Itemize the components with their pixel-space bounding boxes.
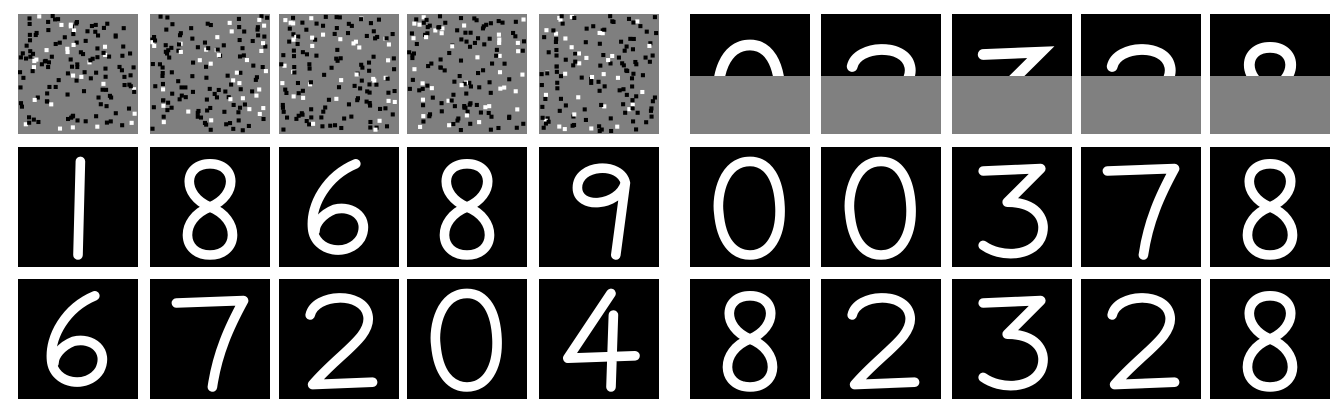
digit-3-tile (952, 279, 1072, 399)
digit-visible-half (1081, 14, 1201, 76)
digit-8-tile (1210, 147, 1330, 267)
digit-visible-half (952, 14, 1072, 76)
digit-0-tile (821, 147, 941, 267)
gray-mask (1081, 76, 1201, 134)
masked-digit-tile (952, 14, 1072, 134)
digit-7-tile (150, 279, 270, 399)
masked-digit-tile (821, 14, 941, 134)
gray-mask (690, 76, 810, 134)
digit-3-tile (952, 147, 1072, 267)
digit-7-tile (1081, 147, 1201, 267)
digit-1-tile (18, 147, 138, 267)
digit-8-tile (1210, 279, 1330, 399)
gray-mask (821, 76, 941, 134)
digit-visible-half (690, 14, 810, 76)
digit-8-tile (407, 147, 527, 267)
digit-2-tile (821, 279, 941, 399)
digit-visible-half (1210, 14, 1330, 76)
noise-sample-tile (279, 14, 399, 134)
digit-8-tile (690, 279, 810, 399)
digit-6-tile (279, 147, 399, 267)
noise-sample-tile (18, 14, 138, 134)
digit-2-tile (279, 279, 399, 399)
digit-0-tile (690, 147, 810, 267)
masked-digit-tile (690, 14, 810, 134)
digit-visible-half (821, 14, 941, 76)
noise-sample-tile (539, 14, 659, 134)
gray-mask (1210, 76, 1330, 134)
noise-sample-tile (407, 14, 527, 134)
digit-4-tile (539, 279, 659, 399)
masked-digit-tile (1210, 14, 1330, 134)
gray-mask (952, 76, 1072, 134)
digit-9-tile (539, 147, 659, 267)
masked-digit-tile (1081, 14, 1201, 134)
noise-sample-tile (150, 14, 270, 134)
digit-0-tile (407, 279, 527, 399)
digit-2-tile (1081, 279, 1201, 399)
digit-6-tile (18, 279, 138, 399)
digit-8-tile (150, 147, 270, 267)
